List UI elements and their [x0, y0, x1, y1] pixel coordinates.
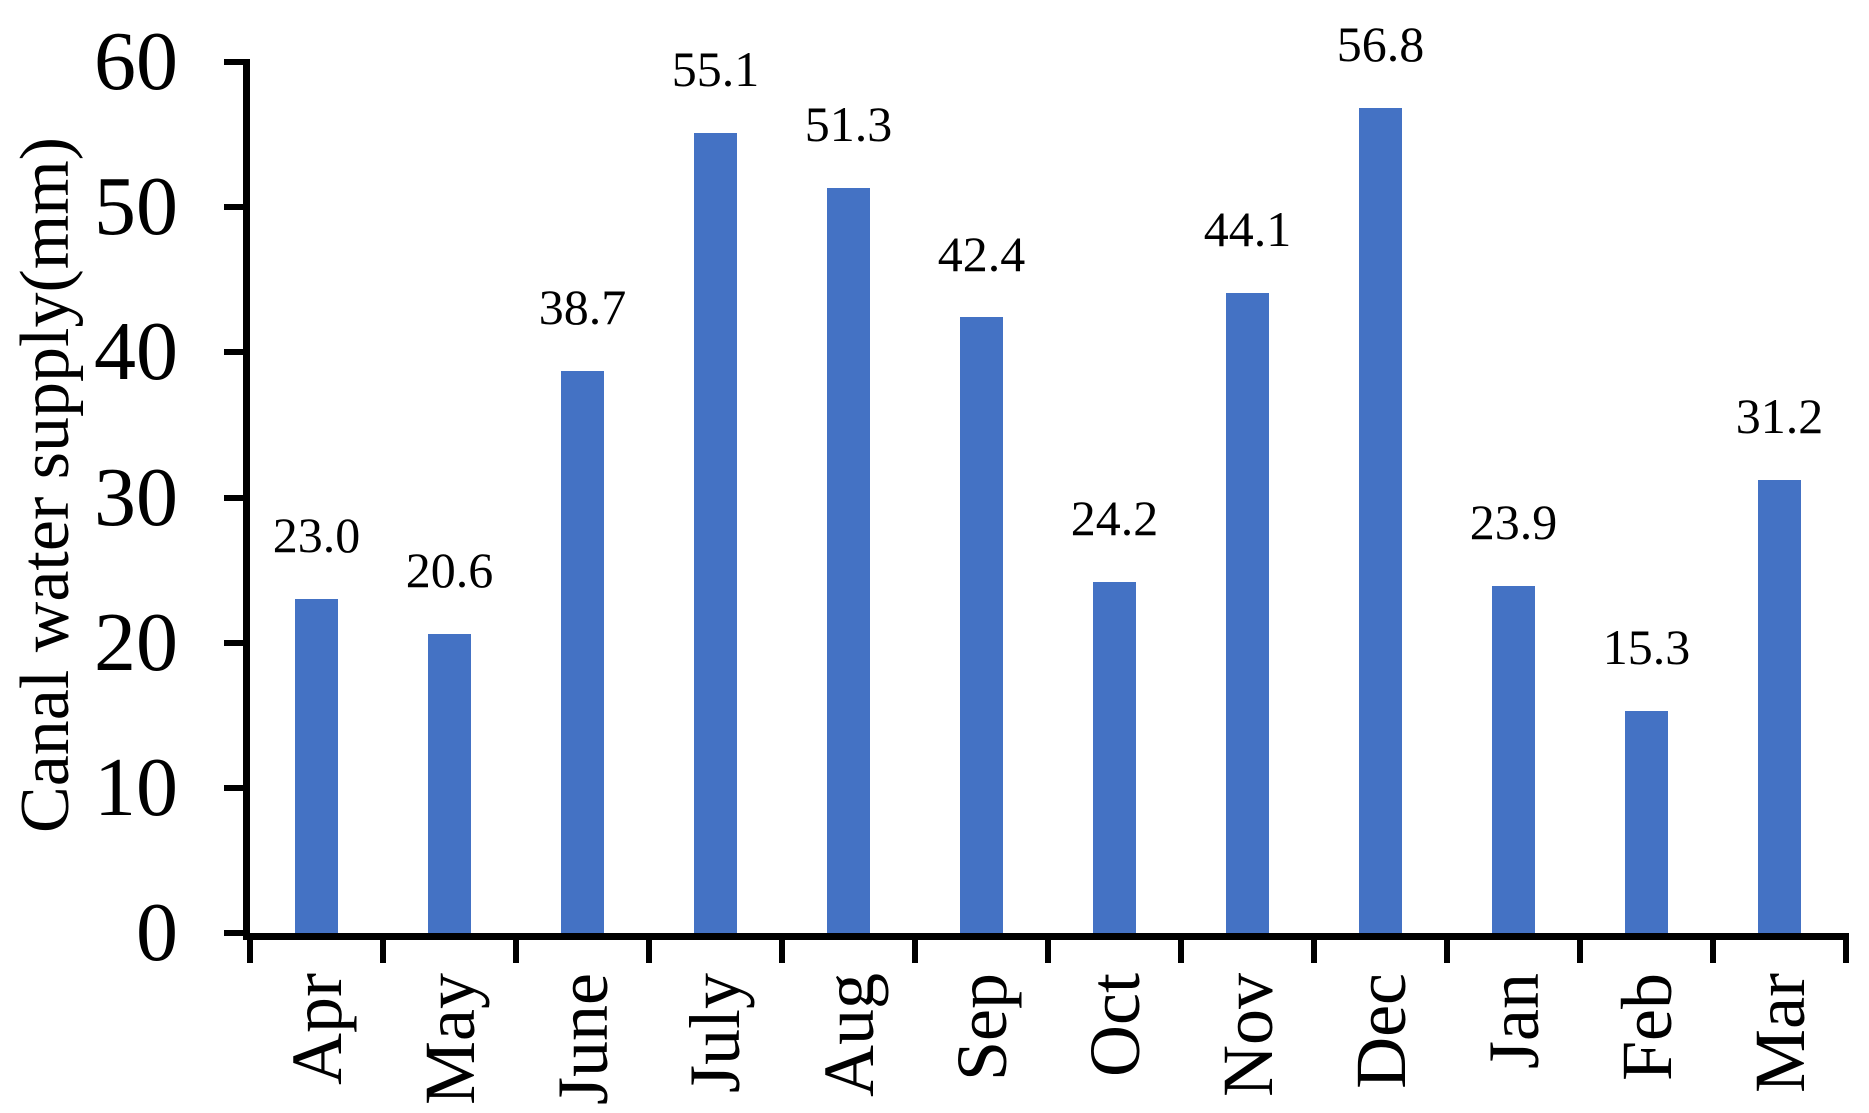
bar-value-label: 44.1	[1203, 200, 1292, 257]
bar-jan	[1492, 586, 1535, 933]
y-axis-tick-label: 60	[94, 15, 178, 108]
bar-apr	[295, 599, 338, 933]
bar-value-label: 42.4	[937, 225, 1026, 282]
x-tick-mark	[380, 933, 386, 963]
bar-value-label: 24.2	[1070, 489, 1159, 546]
x-axis-category-label: Oct	[1074, 973, 1155, 1077]
x-axis-category-label: Dec	[1340, 973, 1421, 1089]
bar-value-label: 31.2	[1735, 388, 1824, 445]
x-axis-category-label: Feb	[1606, 973, 1687, 1081]
x-tick-mark	[1045, 933, 1051, 963]
x-axis-category-label: Apr	[276, 973, 357, 1085]
bar-july	[694, 133, 737, 933]
y-tick-mark	[224, 204, 250, 211]
bar-oct	[1093, 581, 1136, 933]
bar-value-label: 23.0	[272, 507, 361, 564]
y-axis-tick-label: 0	[136, 886, 178, 979]
y-tick-mark	[224, 349, 250, 356]
bar-mar	[1758, 480, 1801, 933]
x-tick-mark	[513, 933, 519, 963]
x-tick-mark	[1311, 933, 1317, 963]
bar-sep	[960, 317, 1003, 933]
x-tick-mark	[1577, 933, 1583, 963]
y-tick-mark	[224, 784, 250, 791]
x-axis-category-label: July	[675, 973, 756, 1094]
bar-value-label: 15.3	[1602, 618, 1691, 675]
bar-aug	[827, 188, 870, 933]
x-axis-category-label: Jan	[1473, 973, 1554, 1069]
y-tick-mark	[224, 59, 250, 65]
y-tick-mark	[224, 930, 250, 936]
bar-value-label: 51.3	[804, 96, 893, 153]
y-axis-tick-label: 40	[94, 305, 178, 399]
x-tick-mark	[1178, 933, 1184, 963]
x-axis-category-label: Nov	[1207, 973, 1288, 1097]
bar-nov	[1226, 292, 1269, 933]
x-tick-mark	[1710, 933, 1716, 963]
x-axis-category-label: June	[542, 973, 623, 1105]
bar-value-label: 23.9	[1469, 494, 1558, 551]
bar-value-label: 38.7	[538, 279, 627, 336]
bar-june	[561, 371, 604, 933]
x-tick-mark	[646, 933, 652, 963]
x-tick-mark	[1843, 933, 1849, 963]
x-axis-category-label: Aug	[808, 973, 889, 1097]
x-tick-mark	[247, 933, 253, 963]
bar-dec	[1359, 108, 1402, 933]
y-axis-tick-label: 30	[94, 450, 178, 544]
bar-value-label: 55.1	[671, 41, 760, 98]
y-axis-tick-label: 10	[94, 740, 178, 834]
y-axis-tick-label: 50	[94, 160, 178, 254]
x-tick-mark	[1444, 933, 1450, 963]
bar-value-label: 20.6	[405, 541, 494, 598]
x-tick-mark	[779, 933, 785, 963]
x-axis-category-label: May	[409, 973, 490, 1105]
x-axis-category-label: Mar	[1739, 973, 1820, 1093]
x-axis-category-label: Sep	[941, 973, 1022, 1081]
y-axis-tick-label: 20	[94, 595, 178, 689]
x-tick-mark	[912, 933, 918, 963]
bar-feb	[1625, 710, 1668, 933]
bar-value-label: 56.8	[1336, 16, 1425, 73]
y-tick-mark	[224, 639, 250, 646]
bar-may	[428, 633, 471, 933]
y-tick-mark	[224, 494, 250, 501]
